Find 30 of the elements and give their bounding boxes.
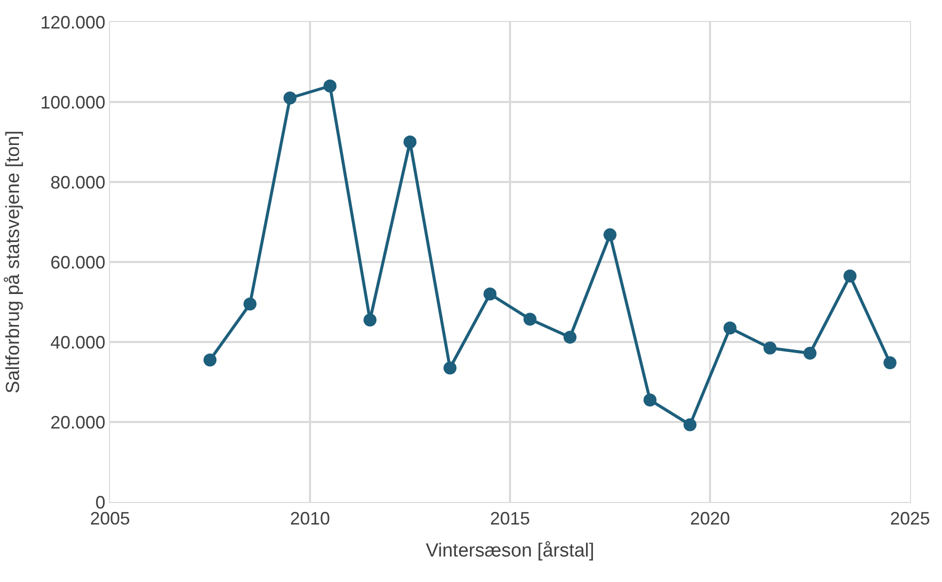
point	[724, 322, 736, 334]
point	[604, 228, 616, 242]
point	[644, 394, 656, 406]
point	[244, 298, 256, 310]
x-axis-title: Vintersæson [årstal]	[426, 540, 594, 562]
point	[564, 330, 576, 344]
y-tick-label: 60.000	[50, 252, 106, 272]
point	[404, 136, 416, 148]
point	[764, 342, 776, 354]
point	[844, 270, 856, 282]
point	[884, 356, 896, 370]
point	[204, 354, 216, 366]
point	[364, 314, 376, 326]
y-tick-label: 80.000	[50, 172, 106, 192]
point	[684, 418, 696, 432]
point	[524, 312, 536, 326]
point	[284, 92, 296, 104]
x-tick-label: 2015	[490, 508, 530, 529]
y-tick-label: 120.000	[40, 12, 106, 32]
x-tick-label: 2025	[890, 508, 930, 529]
y-tick-label: 20.000	[50, 412, 106, 432]
point	[804, 346, 816, 360]
y-axis-title: Saltforbrug på statsvejene [ton]	[3, 130, 24, 394]
point	[444, 362, 456, 374]
x-tick-label: 2010	[290, 508, 330, 529]
point	[484, 288, 496, 300]
point	[324, 80, 336, 92]
y-tick-label: 40.000	[50, 332, 106, 352]
x-tick-label: 2020	[690, 508, 730, 529]
y-tick-label: 100.000	[40, 92, 106, 112]
